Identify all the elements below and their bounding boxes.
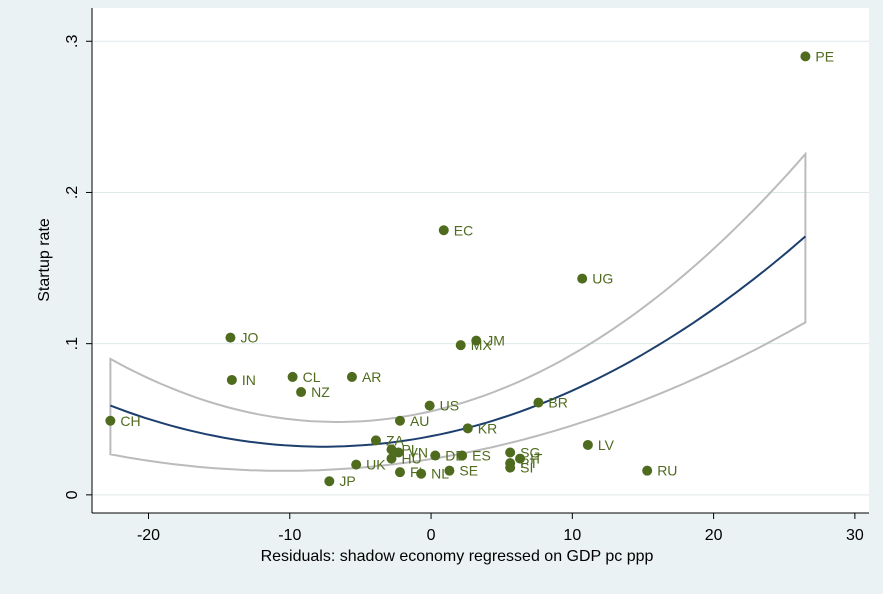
point-fi: [394, 467, 405, 478]
point-label-pt: PT: [520, 455, 538, 471]
point-nl: [416, 468, 427, 479]
point-label-si: SI: [520, 460, 533, 476]
grid-layer: [92, 40, 869, 496]
x-tick-label-5: 30: [846, 527, 864, 544]
point-label-za: ZA: [386, 432, 405, 448]
point-label-au: AU: [410, 413, 429, 429]
point-ug: [577, 273, 588, 284]
point-in: [226, 374, 237, 385]
point-hu: [386, 453, 397, 464]
point-cl: [287, 371, 298, 382]
confidence-band: [109, 151, 807, 472]
point-mx: [455, 340, 466, 351]
point-kr: [462, 423, 473, 434]
point-si: [505, 462, 516, 473]
point-label-nl: NL: [431, 466, 449, 482]
point-label-kr: KR: [478, 420, 497, 436]
x-tick-label-0: -20: [137, 527, 160, 544]
point-label-ch: CH: [120, 413, 140, 429]
plot-area: [92, 8, 869, 513]
point-label-hu: HU: [401, 451, 421, 467]
x-ticks: -20 -10 0 10 20 30: [137, 513, 864, 544]
point-de: [430, 450, 441, 461]
axes-layer: [91, 8, 869, 514]
point-au: [394, 415, 405, 426]
point-label-it: IT: [530, 451, 543, 467]
point-label-lv: LV: [598, 437, 615, 453]
point-jp: [324, 476, 335, 487]
point-ch: [105, 415, 116, 426]
point-se: [444, 465, 455, 476]
x-tick-label-4: 20: [705, 527, 723, 544]
y-tick-label-0: 0: [64, 490, 81, 499]
point-label-cl: CL: [303, 369, 321, 385]
y-tick-label-2: .2: [64, 186, 81, 199]
point-label-vn: VN: [409, 445, 428, 461]
point-ru: [642, 465, 653, 476]
point-ar: [346, 371, 357, 382]
x-tick-label-2: 0: [427, 527, 436, 544]
point-label-jo: JO: [240, 330, 258, 346]
point-jm: [471, 335, 482, 346]
y-axis-title: Startup rate: [36, 218, 53, 302]
point-label-pl: PL: [401, 441, 418, 457]
y-tick-label-1: .1: [64, 337, 81, 350]
point-jo: [225, 332, 236, 343]
point-uk: [351, 459, 362, 470]
point-nz: [296, 387, 307, 398]
point-label-br: BR: [548, 395, 567, 411]
point-us: [424, 400, 435, 411]
point-label-ec: EC: [454, 222, 473, 238]
point-br: [533, 397, 544, 408]
point-label-ar: AR: [362, 369, 381, 385]
point-vn: [393, 447, 404, 458]
x-tick-label-1: -10: [278, 527, 301, 544]
point-label-us: US: [440, 398, 459, 414]
point-za: [370, 435, 381, 446]
point-label-mx: MX: [471, 337, 493, 353]
point-label-se: SE: [459, 463, 478, 479]
point-label-es: ES: [472, 448, 491, 464]
point-es: [457, 450, 468, 461]
ci-band-outline: [109, 151, 807, 472]
point-pe: [800, 51, 811, 62]
x-axis-title: Residuals: shadow economy regressed on G…: [261, 548, 654, 565]
point-label-ru: RU: [657, 463, 677, 479]
point-label-in: IN: [242, 372, 256, 388]
x-tick-label-3: 10: [563, 527, 581, 544]
point-it: [515, 453, 526, 464]
fitted-curve: [110, 235, 807, 448]
point-label-nz: NZ: [311, 384, 330, 400]
point-ec: [438, 225, 449, 236]
y-ticks: 0 .1 .2 .3: [64, 35, 92, 499]
point-label-jm: JM: [486, 333, 505, 349]
y-tick-label-3: .3: [64, 35, 81, 48]
point-lv: [582, 439, 593, 450]
point-label-pe: PE: [815, 48, 834, 64]
point-label-jp: JP: [339, 473, 355, 489]
point-label-uk: UK: [366, 457, 386, 473]
point-sg: [505, 447, 516, 458]
point-label-ug: UG: [592, 271, 613, 287]
point-label-sg: SG: [520, 445, 540, 461]
